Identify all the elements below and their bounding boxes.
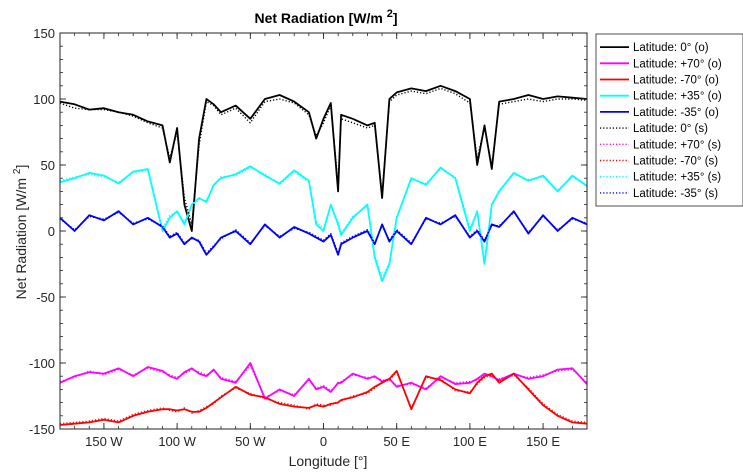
chart-title: Net Radiation [W/m 2] xyxy=(254,8,397,26)
series-line-2 xyxy=(60,362,587,400)
y-axis-title: Net Radiation [W/m 2] xyxy=(12,165,29,300)
x-tick-label: 0 xyxy=(320,434,327,449)
series-line-10 xyxy=(60,211,587,255)
y-tick-label: -150 xyxy=(29,422,55,437)
y-tick-label: 0 xyxy=(48,224,55,239)
legend-label: Latitude: 0° (s) xyxy=(633,123,708,135)
series-layer xyxy=(60,84,587,426)
legend-label: Latitude: +35° (o) xyxy=(633,91,722,103)
legend: Latitude: 0° (o) Latitude: +70° (o) Latitu… xyxy=(595,33,743,207)
legend-label: Latitude: -35° (s) xyxy=(633,188,718,200)
series-line-4 xyxy=(60,165,587,283)
x-axis-title: Longitude [°] xyxy=(289,453,368,469)
ticks-layer: 150 W 100 W 50 W 0 50 E 100 E 150 E -150 -100 -50… xyxy=(29,26,588,449)
y-tick-label: -50 xyxy=(36,290,55,305)
x-tick-label: 150 E xyxy=(526,434,560,449)
y-tick-label: 150 xyxy=(33,26,55,41)
legend-label: Latitude: +70° (o) xyxy=(633,58,722,70)
x-tick-label: 50 W xyxy=(235,434,266,449)
legend-label: Latitude: -70° (s) xyxy=(633,156,718,168)
legend-label: Latitude: +35° (s) xyxy=(633,172,721,184)
x-tick-label: 150 W xyxy=(85,434,123,449)
x-tick-label: 100 E xyxy=(453,434,487,449)
series-line-8 xyxy=(60,371,587,425)
legend-items: Latitude: 0° (o) Latitude: +70° (o) Latitu… xyxy=(600,42,722,200)
legend-label: Latitude: 0° (o) xyxy=(633,42,709,54)
legend-label: Latitude: +70° (s) xyxy=(633,139,721,151)
y-tick-label: 100 xyxy=(33,92,55,107)
legend-label: Latitude: -70° (o) xyxy=(633,75,719,87)
x-tick-label: 100 W xyxy=(158,434,196,449)
x-tick-label: 50 E xyxy=(383,434,410,449)
legend-label: Latitude: -35° (o) xyxy=(633,107,719,119)
series-line-5 xyxy=(60,210,587,256)
series-line-7 xyxy=(60,364,587,398)
series-line-6 xyxy=(60,87,587,226)
y-tick-label: -100 xyxy=(29,356,55,371)
y-tick-label: 50 xyxy=(41,158,55,173)
